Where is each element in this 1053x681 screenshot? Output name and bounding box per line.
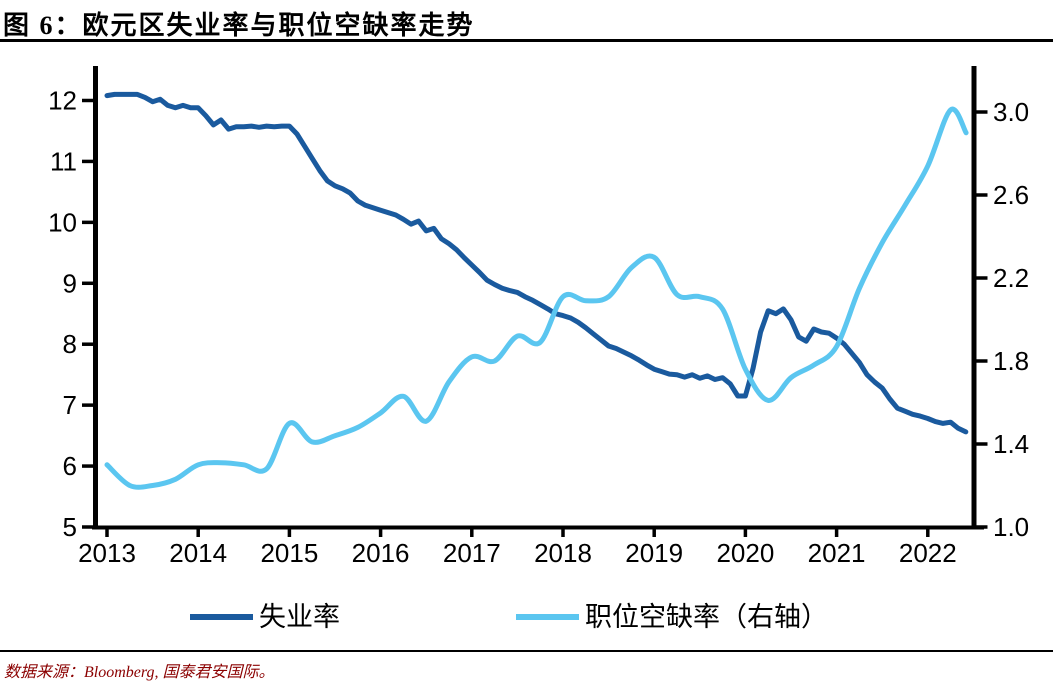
dual-axis-line-chart: 5 6 7 8 9 10 11 12 1.0 1.4 1.8 2.2 2.6 3.0 2013 2014 201…: [48, 66, 1029, 632]
y-axis-left-tick-label: 12: [48, 85, 77, 115]
axes: 5 6 7 8 9 10 11 12 1.0 1.4 1.8 2.2 2.6 3.0 2013 2014 201…: [48, 66, 1029, 568]
x-axis-tick-label: 2022: [899, 538, 957, 568]
y-axis-left-tick-label: 8: [63, 329, 77, 359]
vacancy-rate-line: [104, 106, 969, 490]
series-lines: [104, 91, 969, 490]
x-axis-tick-label: 2019: [625, 538, 683, 568]
y-axis-right-tick-label: 2.2: [993, 263, 1029, 293]
y-axis-left-tick-label: 10: [48, 207, 77, 237]
figure-header: 图 6：欧元区失业率与职位空缺率走势: [0, 0, 1053, 40]
data-source-note: 数据来源：Bloomberg, 国泰君安国际。: [4, 664, 275, 681]
y-axis-right-tick-label: 1.4: [993, 429, 1029, 459]
title-divider: [0, 39, 1053, 42]
x-axis-tick-label: 2017: [443, 538, 501, 568]
y-axis-right-tick-label: 2.6: [993, 180, 1029, 210]
x-axis-tick-label: 2020: [716, 538, 774, 568]
legend-label-vacancy: 职位空缺率（右轴）: [585, 602, 828, 632]
y-axis-left-tick-label: 6: [63, 451, 77, 481]
y-axis-left-tick-label: 5: [63, 512, 77, 542]
x-axis-tick-label: 2016: [352, 538, 410, 568]
figure-title: 图 6：欧元区失业率与职位空缺率走势: [3, 11, 475, 40]
y-axis-left-tick-label: 7: [63, 390, 77, 420]
y-axis-left-tick-label: 9: [63, 268, 77, 298]
legend-label-unemployment: 失业率: [259, 602, 340, 632]
x-axis-tick-label: 2013: [78, 538, 136, 568]
legend: 失业率 职位空缺率（右轴）: [190, 602, 828, 632]
footer-divider: [0, 650, 1053, 652]
x-axis-tick-label: 2015: [260, 538, 318, 568]
x-axis-tick-label: 2014: [169, 538, 227, 568]
figure-footer: 数据来源：Bloomberg, 国泰君安国际。: [0, 652, 1053, 681]
y-axis-left-tick-label: 11: [50, 146, 77, 176]
x-axis-tick-label: 2021: [808, 538, 866, 568]
unemployment-rate-line: [104, 91, 969, 435]
x-axis-tick-label: 2018: [534, 538, 592, 568]
y-axis-right-tick-label: 1.0: [993, 512, 1029, 542]
y-axis-right-tick-label: 3.0: [993, 97, 1029, 127]
y-axis-right-tick-label: 1.8: [993, 346, 1029, 376]
